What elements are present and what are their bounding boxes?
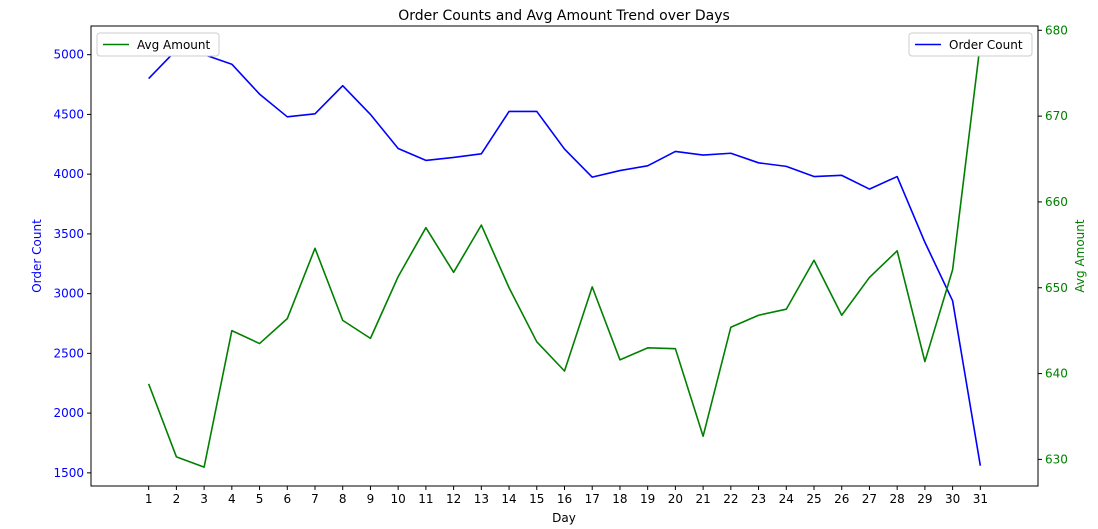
x-tick-label: 1	[145, 492, 153, 506]
series-line-avg-amount	[147, 43, 982, 468]
legend-label: Avg Amount	[137, 38, 210, 52]
x-tick-label: 3	[200, 492, 208, 506]
plot-border	[90, 25, 1039, 487]
series-layer	[147, 43, 982, 468]
right-y-tick-label: 680	[1045, 23, 1068, 37]
x-tick-label: 27	[862, 492, 877, 506]
right-y-tick-label: 670	[1045, 109, 1068, 123]
x-tick-label: 18	[612, 492, 627, 506]
plot-area	[90, 25, 1039, 487]
left-y-tick-label: 2000	[53, 406, 84, 420]
left-y-tick-label: 4000	[53, 167, 84, 181]
right-y-tick-label: 660	[1045, 195, 1068, 209]
right-y-tick-label: 650	[1045, 281, 1068, 295]
x-tick-label: 8	[339, 492, 347, 506]
x-tick-label: 2	[173, 492, 181, 506]
x-tick-label: 29	[917, 492, 932, 506]
x-axis: 1 2 3 4 5 6 7 8 9 10 11 12 13 14 15 16 17 18 19 20 21 22 23 24 2…	[145, 486, 988, 506]
left-y-tick-label: 2500	[53, 346, 84, 360]
legend-avg-amount: Avg Amount	[96, 32, 220, 57]
x-tick-label: 21	[695, 492, 710, 506]
x-tick-label: 12	[446, 492, 461, 506]
x-tick-label: 19	[640, 492, 655, 506]
x-tick-label: 4	[228, 492, 236, 506]
right-y-tick-label: 630	[1045, 452, 1068, 466]
x-tick-label: 22	[723, 492, 738, 506]
x-tick-label: 28	[890, 492, 905, 506]
x-axis-label: Day	[552, 511, 576, 525]
left-y-tick-label: 1500	[53, 466, 84, 480]
x-tick-label: 23	[751, 492, 766, 506]
left-y-tick-label: 4500	[53, 107, 84, 121]
x-tick-label: 25	[806, 492, 821, 506]
x-tick-label: 13	[474, 492, 489, 506]
x-tick-label: 14	[501, 492, 516, 506]
x-tick-label: 11	[418, 492, 433, 506]
right-y-axis: 630 640 650 660 670 680	[1038, 23, 1068, 466]
x-tick-label: 17	[585, 492, 600, 506]
x-tick-label: 24	[779, 492, 794, 506]
x-tick-label: 20	[668, 492, 683, 506]
left-y-tick-label: 5000	[53, 48, 84, 62]
x-tick-label: 15	[529, 492, 544, 506]
x-tick-label: 10	[391, 492, 406, 506]
x-tick-label: 16	[557, 492, 572, 506]
x-tick-label: 31	[973, 492, 988, 506]
series-line-order-count	[148, 49, 982, 466]
left-y-axis: 1500 2000 2500 3000 3500 4000 4500 5000	[53, 48, 91, 480]
left-y-tick-label: 3500	[53, 227, 84, 241]
chart-title: Order Counts and Avg Amount Trend over D…	[398, 8, 730, 24]
x-tick-label: 26	[834, 492, 849, 506]
left-y-tick-label: 3000	[53, 287, 84, 301]
legend-label: Order Count	[949, 38, 1023, 52]
x-tick-label: 30	[945, 492, 960, 506]
left-y-axis-label: Order Count	[30, 219, 44, 293]
right-y-tick-label: 640	[1045, 367, 1068, 381]
x-tick-label: 9	[367, 492, 375, 506]
x-tick-label: 7	[311, 492, 319, 506]
right-y-axis-label: Avg Amount	[1073, 219, 1087, 292]
legend-order-count: Order Count	[908, 32, 1033, 57]
x-tick-label: 6	[283, 492, 291, 506]
x-tick-label: 5	[256, 492, 264, 506]
